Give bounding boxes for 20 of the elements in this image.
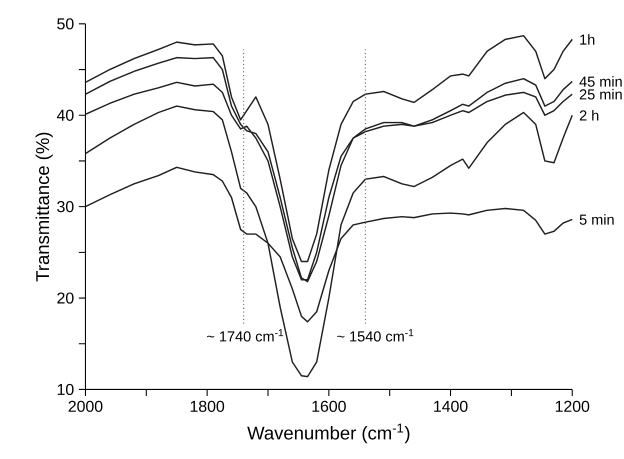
y-tick-label: 40 [56,110,74,121]
ref-line-label: ~ 1740 cm$^{-1}$ [207,329,284,342]
series-label: 5 min [580,214,614,225]
x-tick-label: 1400 [434,400,468,412]
x-tick-label: 1200 [556,400,590,412]
ref-line-label: ~ 1540 cm$^{-1}$ [337,329,414,342]
line-series [84,105,573,378]
y-tick-label: 50 [57,18,74,30]
series-label: 45 min [579,76,622,87]
y-axis-title: Transmittance (%) [36,132,53,282]
series-label: 25 min [580,88,622,100]
series-label: 1h [580,34,594,45]
y-tick-label: 20 [57,292,74,304]
x-tick-label: 2000 [68,400,102,412]
x-tick-label: 1600 [312,400,346,412]
series-label: 2 h [580,110,598,120]
y-tick-label: 30 [57,201,74,212]
y-tick-label: 10 [58,384,74,396]
x-tick-label: 1800 [190,400,224,412]
x-axis-title: Wavenumber (cm$^{-1}$) [247,424,410,444]
